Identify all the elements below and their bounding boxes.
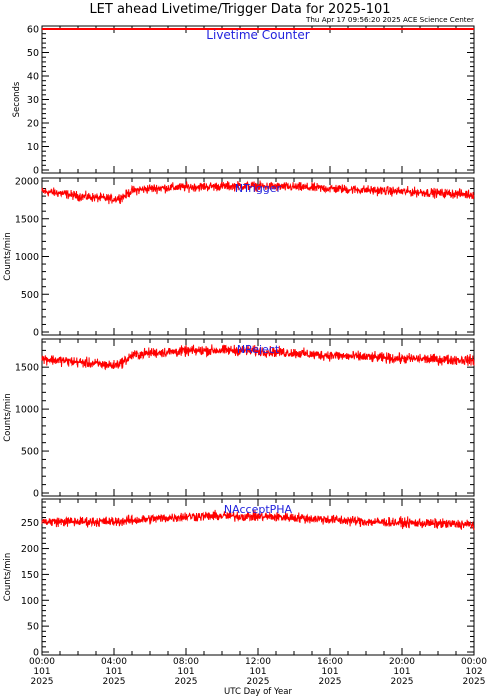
- y-tick-label: 20: [27, 119, 39, 130]
- x-tick-label-doy: 101: [393, 667, 410, 677]
- y-axis-label: Counts/min: [3, 232, 13, 281]
- data-series-line: [41, 344, 475, 371]
- panel-2: 0 500 1000 1500 2000 Counts/min NTrigger: [3, 177, 475, 339]
- y-tick-label: 40: [27, 72, 39, 83]
- x-tick-label-year: 2025: [463, 677, 486, 687]
- x-tick-label-time: 00:00: [461, 657, 487, 667]
- panel-1: 0 10 20 30 40 50 60 Seconds Livetime Counter: [12, 25, 475, 177]
- y-tick-label: 2000: [15, 177, 39, 188]
- y-tick-label: 50: [27, 622, 39, 633]
- x-tick-label-doy: 101: [33, 667, 50, 677]
- panel-label: NReject: [237, 343, 280, 356]
- y-tick-label: 100: [21, 596, 39, 607]
- panel-label: NAcceptPHA: [224, 503, 293, 516]
- y-tick-label: 0: [33, 328, 39, 339]
- x-tick-label-doy: 101: [321, 667, 338, 677]
- y-tick-label: 30: [27, 95, 39, 106]
- x-tick-label-time: 16:00: [317, 657, 343, 667]
- panel-3: 0 500 1000 1500 Counts/min NReject: [3, 338, 475, 500]
- data-series-line: [41, 509, 475, 531]
- y-tick-label: 1500: [15, 363, 39, 374]
- data-series-line: [41, 180, 475, 205]
- x-tick-label-year: 2025: [31, 677, 54, 687]
- x-tick-label-time: 12:00: [245, 657, 271, 667]
- y-tick-label: 250: [21, 518, 39, 529]
- panel-label: Livetime Counter: [206, 28, 309, 42]
- x-tick-label-year: 2025: [103, 677, 126, 687]
- x-axis-label: UTC Day of Year: [224, 687, 292, 697]
- y-tick-label: 50: [27, 48, 39, 59]
- generation-timestamp: Thu Apr 17 09:56:20 2025 ACE Science Cen…: [305, 15, 474, 24]
- y-axis-label: Counts/min: [3, 393, 13, 442]
- y-tick-label: 1500: [15, 214, 39, 225]
- x-tick-label-year: 2025: [247, 677, 270, 687]
- y-tick-label: 0: [33, 489, 39, 500]
- y-tick-label: 10: [27, 142, 39, 153]
- y-axis-label: Counts/min: [3, 553, 13, 602]
- x-tick-label-doy: 101: [105, 667, 122, 677]
- figure-title: LET ahead Livetime/Trigger Data for 2025…: [89, 2, 390, 17]
- x-tick-label-doy: 102: [465, 667, 482, 677]
- y-tick-label: 1000: [15, 252, 39, 263]
- y-tick-label: 1000: [15, 405, 39, 416]
- y-tick-label: 500: [21, 290, 39, 301]
- x-tick-label-time: 08:00: [173, 657, 199, 667]
- y-tick-label: 0: [33, 648, 39, 659]
- x-tick-label-year: 2025: [175, 677, 198, 687]
- x-axis: 00:00101202504:00101202508:00101202512:0…: [29, 657, 487, 687]
- x-tick-label-year: 2025: [319, 677, 342, 687]
- y-axis-label: Seconds: [12, 81, 22, 117]
- y-tick-label: 150: [21, 570, 39, 581]
- panel-4: 0 50 100 150 200 250 Counts/min NAcceptPHA: [3, 498, 475, 659]
- x-tick-label-time: 00:00: [29, 657, 55, 667]
- y-tick-label: 0: [33, 166, 39, 177]
- y-tick-label: 500: [21, 447, 39, 458]
- x-tick-label-time: 04:00: [101, 657, 127, 667]
- y-tick-label: 200: [21, 544, 39, 555]
- x-tick-label-time: 20:00: [389, 657, 415, 667]
- x-tick-label-year: 2025: [391, 677, 414, 687]
- y-tick-label: 60: [27, 25, 39, 36]
- x-tick-label-doy: 101: [177, 667, 194, 677]
- panel-label: NTrigger: [235, 182, 282, 195]
- x-tick-label-doy: 101: [249, 667, 266, 677]
